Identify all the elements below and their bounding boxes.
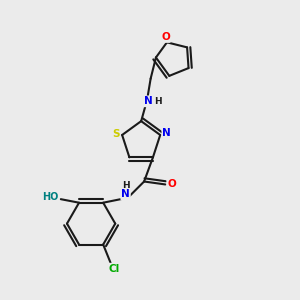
Text: Cl: Cl [109, 264, 120, 274]
Text: O: O [167, 179, 176, 190]
Text: N: N [144, 96, 153, 106]
Text: HO: HO [42, 192, 59, 202]
Text: H: H [154, 97, 162, 106]
Text: O: O [161, 32, 170, 42]
Text: N: N [121, 189, 130, 199]
Text: S: S [112, 128, 119, 139]
Text: N: N [162, 128, 171, 138]
Text: H: H [122, 181, 129, 190]
